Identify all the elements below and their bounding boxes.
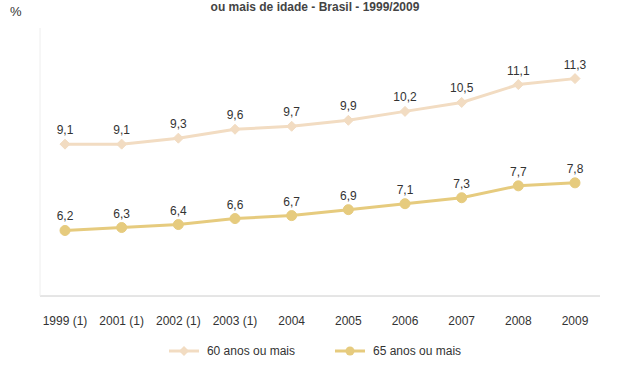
svg-text:9,7: 9,7 bbox=[283, 105, 300, 119]
html-text:60 anos ou mais: 60 anos ou mais bbox=[206, 344, 295, 358]
svg-text:2005: 2005 bbox=[335, 314, 362, 328]
svg-text:2008: 2008 bbox=[505, 314, 532, 328]
svg-text:6,6: 6,6 bbox=[227, 198, 244, 212]
svg-text:6,7: 6,7 bbox=[283, 195, 300, 209]
svg-text:9,9: 9,9 bbox=[340, 99, 357, 113]
svg-text:11,3: 11,3 bbox=[564, 58, 587, 72]
svg-text:7,3: 7,3 bbox=[453, 177, 470, 191]
svg-text:10,5: 10,5 bbox=[450, 81, 474, 95]
svg-text:2001 (1): 2001 (1) bbox=[99, 314, 144, 328]
svg-text:2003 (1): 2003 (1) bbox=[213, 314, 258, 328]
svg-text:11,1: 11,1 bbox=[507, 64, 530, 78]
svg-text:9,3: 9,3 bbox=[170, 117, 187, 131]
svg-text:1999 (1): 1999 (1) bbox=[43, 314, 88, 328]
svg-text:2004: 2004 bbox=[278, 314, 305, 328]
svg-text:7,7: 7,7 bbox=[510, 165, 527, 179]
svg-text:9,1: 9,1 bbox=[57, 123, 74, 137]
svg-text:7,1: 7,1 bbox=[397, 183, 414, 197]
svg-text:7,8: 7,8 bbox=[567, 162, 584, 176]
html-text:65 anos ou mais: 65 anos ou mais bbox=[373, 344, 462, 358]
svg-text:2002 (1): 2002 (1) bbox=[156, 314, 201, 328]
svg-text:6,9: 6,9 bbox=[340, 189, 357, 203]
html-text:ou mais de idade - Brasil - 19: ou mais de idade - Brasil - 1999/2009 bbox=[210, 0, 420, 14]
svg-text:6,4: 6,4 bbox=[170, 204, 187, 218]
svg-text:6,2: 6,2 bbox=[57, 209, 74, 223]
svg-text:10,2: 10,2 bbox=[393, 90, 417, 104]
svg-text:2007: 2007 bbox=[448, 314, 475, 328]
svg-text:2009: 2009 bbox=[562, 314, 589, 328]
svg-text:9,6: 9,6 bbox=[227, 108, 244, 122]
svg-text:2006: 2006 bbox=[392, 314, 419, 328]
svg-text:9,1: 9,1 bbox=[113, 123, 130, 137]
svg-text:6,3: 6,3 bbox=[113, 207, 130, 221]
